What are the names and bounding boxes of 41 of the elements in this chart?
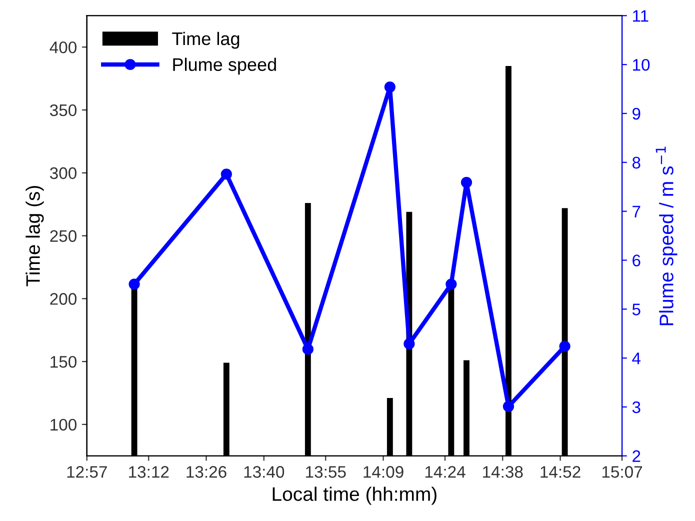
legend-label: Plume speed <box>173 58 276 75</box>
y-tick-label: 350 <box>50 104 77 116</box>
x-tick-label: 13:40 <box>244 466 284 478</box>
y-tick-label: 100 <box>50 418 77 431</box>
x-tick-label: 15:07 <box>602 466 642 478</box>
point <box>384 81 396 93</box>
point <box>460 176 472 188</box>
y2-tick-label: 9 <box>632 108 640 120</box>
y-tick-label: 200 <box>50 293 77 305</box>
y2-tick-label: 3 <box>632 401 640 414</box>
point <box>559 340 570 352</box>
x-tick-label: 13:26 <box>186 466 226 478</box>
y2-tick-label: 11 <box>633 10 648 22</box>
y-tick-label: 150 <box>50 356 77 368</box>
y-tick-label: 300 <box>50 167 77 180</box>
y2-tick-label: 5 <box>632 304 640 316</box>
x-axis-title: Local time (hh:mm) <box>272 486 436 505</box>
y2-axis-title: Plume speed / m s$^{−1}$ <box>656 146 678 326</box>
y-tick-label: 250 <box>50 230 77 242</box>
x-tick-label: 14:38 <box>483 466 523 478</box>
x-tick-label: 13:12 <box>129 466 169 478</box>
point <box>302 344 314 355</box>
y-tick-label: 400 <box>50 41 77 54</box>
point <box>446 278 457 290</box>
y2-tick-label: 10 <box>633 58 650 71</box>
point <box>128 278 140 290</box>
y2-tick-label: 7 <box>632 206 640 218</box>
x-tick-label: 14:24 <box>425 466 466 478</box>
y2-tick-label: 8 <box>632 156 640 169</box>
y2-tick-label: 2 <box>632 450 640 462</box>
x-tick-label: 14:52 <box>540 466 580 478</box>
point <box>404 338 415 350</box>
y2-tick-label: 6 <box>632 254 640 266</box>
x-tick-label: 14:09 <box>364 466 404 478</box>
y-axis-title: Time lag (s) <box>26 186 44 286</box>
y2-tick-label: 4 <box>632 352 641 364</box>
point <box>502 400 514 412</box>
point <box>220 168 232 180</box>
legend-label: Time lag <box>172 32 240 49</box>
x-tick-label: 12:57 <box>67 466 107 478</box>
x-tick-label: 13:55 <box>306 466 346 478</box>
